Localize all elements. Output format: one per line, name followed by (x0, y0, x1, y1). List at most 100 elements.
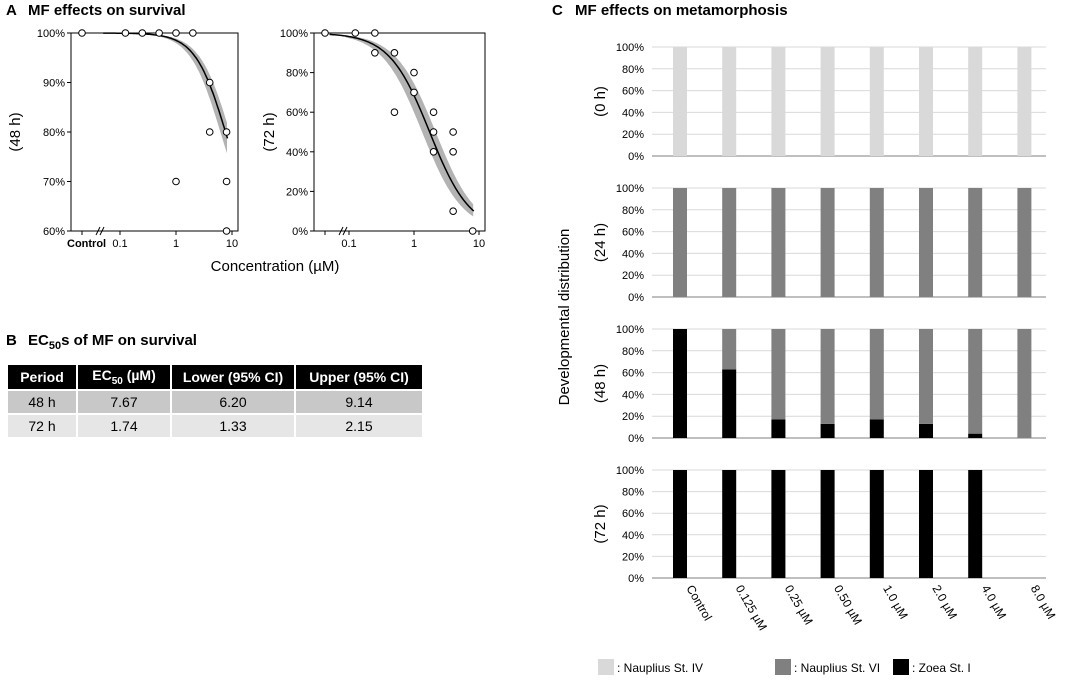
survival-x-axis-title: Concentration (µM) (211, 258, 340, 275)
header-period: Period (8, 365, 76, 389)
data-point (429, 128, 438, 136)
data-point (189, 29, 197, 37)
bar-segment-zoea-i (673, 329, 687, 438)
y-tick-label: 20% (622, 411, 644, 423)
bar-segment-nauplius-vi (869, 329, 884, 420)
data-point (222, 227, 231, 235)
y-tick-label: 60% (622, 368, 644, 380)
y-tick-label: 60% (286, 107, 308, 119)
x-category-label: 0.125 µM (733, 583, 770, 634)
bar-segment-nauplius-iv (869, 47, 884, 156)
cell-period: 48 h (8, 390, 76, 413)
y-tick-label: 100% (280, 28, 308, 40)
bar-segment-zoea-i (820, 423, 835, 438)
bar-segment-nauplius-iv (1017, 47, 1032, 156)
stage-panel-3: 0% 20% 40% 60% 80% 100% (72 h) (592, 465, 1046, 585)
ec50-table: Period EC50 (µM) Lower (95% CI) Upper (9… (6, 363, 424, 439)
axis-break-mark (338, 226, 344, 236)
data-point (155, 29, 163, 37)
cell-lower: 6.20 (172, 390, 294, 413)
x-tick-label: 1 (173, 238, 179, 250)
cell-upper: 9.14 (296, 390, 422, 413)
data-point (371, 29, 379, 37)
x-tick-label: 0.1 (341, 238, 356, 250)
bar-segment-zoea-i (820, 470, 835, 578)
bar-segment-zoea-i (722, 470, 737, 578)
stage-panel-2: 0% 20% 40% 60% 80% 100% (48 h) (592, 324, 1046, 445)
stage-panel-0: 0% 20% 40% 60% 80% 100% (0 h) (592, 42, 1046, 163)
bar-segment-zoea-i (771, 470, 786, 578)
bar-segment-zoea-i (869, 419, 884, 438)
y-tick-label: 100% (616, 324, 644, 336)
bar-segment-nauplius-vi (1017, 329, 1032, 438)
y-axis-title: (48 h) (7, 112, 24, 151)
data-point (351, 29, 360, 37)
bar-segment-nauplius-vi (919, 188, 933, 297)
y-tick-label: 40% (622, 389, 644, 401)
panel-b-title: EC50s of MF on survival (28, 332, 197, 352)
bar-segment-zoea-i (968, 470, 983, 578)
panel-b-letter: B (6, 332, 17, 349)
y-tick-label: 80% (622, 487, 644, 499)
x-tick-control-label: Control (67, 238, 106, 250)
y-tick-label: 100% (616, 183, 644, 195)
y-tick-label: 0% (628, 433, 644, 445)
axis-break-mark (95, 226, 101, 236)
ec50-table-header: Period EC50 (µM) Lower (95% CI) Upper (9… (8, 365, 422, 389)
axis-break-mark (342, 226, 348, 236)
y-tick-label: 60% (43, 226, 65, 238)
x-tick-label: 0.1 (112, 238, 127, 250)
header-lower-ci: Lower (95% CI) (172, 365, 294, 389)
header-ec50: EC50 (µM) (78, 365, 170, 389)
bar-segment-zoea-i (968, 433, 983, 438)
bar-segment-nauplius-iv (820, 47, 835, 156)
data-point (222, 128, 231, 136)
stage-panel-1: 0% 20% 40% 60% 80% 100% (24 h) (592, 183, 1046, 304)
data-point (429, 148, 438, 156)
bar-segment-zoea-i (722, 369, 737, 438)
bar-segment-nauplius-iv (673, 47, 687, 156)
data-point (121, 29, 130, 37)
bar-segment-zoea-i (919, 423, 933, 438)
bar-segment-nauplius-iv (919, 47, 933, 156)
y-tick-label: 100% (616, 465, 644, 477)
bar-segment-nauplius-vi (673, 188, 687, 297)
legend-swatch-zoea-i (893, 659, 909, 675)
legend-label: : Nauplius St. VI (794, 661, 880, 675)
bar-segment-zoea-i (919, 470, 933, 578)
x-category-label: 1.0 µM (880, 583, 911, 622)
bar-segment-nauplius-vi (722, 329, 737, 370)
metamorphosis-chart: 0% 20% 40% 60% 80% 100% (0 h) 0% 20% 40% 60% 80% 100… (592, 42, 1058, 633)
y-tick-label: 80% (622, 346, 644, 358)
legend-swatch-nauplius-vi (775, 659, 791, 675)
panel-time-label: (0 h) (592, 86, 609, 117)
y-tick-label: 40% (286, 147, 308, 159)
data-point (321, 29, 329, 37)
x-category-label: 2.0 µM (929, 583, 960, 622)
bar-segment-nauplius-iv (771, 47, 786, 156)
y-tick-label: 20% (622, 270, 644, 282)
data-point (205, 128, 214, 136)
table-row: 48 h 7.67 6.20 9.14 (8, 390, 422, 413)
metamorphosis-y-axis-title: Developmental distribution (556, 229, 573, 406)
bar-segment-zoea-i (771, 419, 786, 438)
cell-ec50: 1.74 (78, 414, 170, 437)
metamorphosis-legend: : Nauplius St. IV: Nauplius St. VI: Zoea… (598, 659, 971, 675)
bar-segment-nauplius-vi (1017, 188, 1032, 297)
x-tick-label: 1 (411, 238, 417, 250)
data-point (205, 78, 214, 87)
bar-segment-nauplius-vi (820, 329, 835, 424)
y-tick-label: 80% (43, 127, 65, 139)
y-tick-label: 40% (622, 530, 644, 542)
legend-label: : Zoea St. I (912, 661, 971, 675)
data-point (172, 29, 180, 37)
y-tick-label: 80% (286, 68, 308, 80)
survival-plot-72h: 0% 20% 40% 60% 80% 100% 0.1 1 10 (72 h) (261, 28, 486, 250)
data-point (468, 227, 477, 235)
y-tick-label: 70% (43, 177, 65, 189)
bar-segment-nauplius-vi (968, 188, 983, 297)
panel-a-letter: A (6, 2, 17, 19)
panel-a-title: MF effects on survival (28, 2, 186, 19)
survival-plot-48h: 60% 70% 80% 90% 100% 0.1 1 10 Control (48 h) (7, 28, 239, 250)
y-tick-label: 0% (628, 151, 644, 163)
